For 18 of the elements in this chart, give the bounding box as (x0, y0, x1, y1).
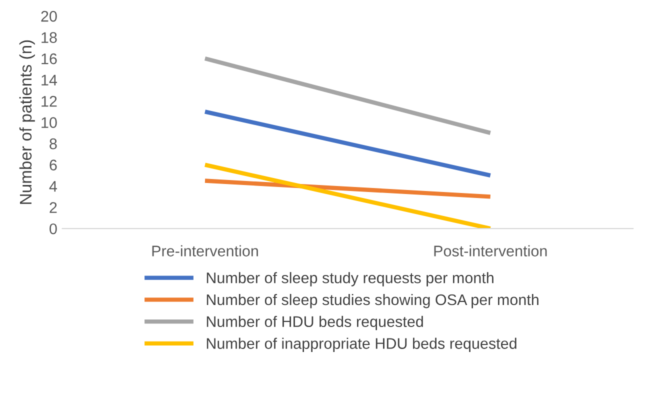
y-tick-label: 16 (42, 53, 57, 64)
legend-label: Number of inappropriate HDU beds requested (206, 338, 516, 352)
y-axis-title: Number of patients (n) (19, 40, 35, 204)
y-tick-label: 0 (50, 223, 57, 234)
x-tick-label: Pre-intervention (152, 245, 258, 256)
y-tick-label: 4 (49, 181, 58, 192)
y-tick-label: 14 (42, 74, 58, 86)
y-tick-label: 10 (42, 117, 57, 128)
y-tick-label: 18 (42, 32, 57, 43)
y-tick-label: 6 (50, 160, 57, 170)
legend-label: Number of sleep studies showing OSA per month (206, 294, 538, 308)
x-tick-label: Post-intervention (434, 245, 547, 256)
y-tick-label: 8 (50, 138, 57, 150)
y-tick-label: 12 (42, 96, 57, 107)
legend-label: Number of sleep study requests per month (206, 272, 494, 286)
y-tick-label: 20 (41, 10, 57, 22)
y-tick-label: 2 (50, 202, 57, 213)
legend-label: Number of HDU beds requested (206, 316, 423, 330)
